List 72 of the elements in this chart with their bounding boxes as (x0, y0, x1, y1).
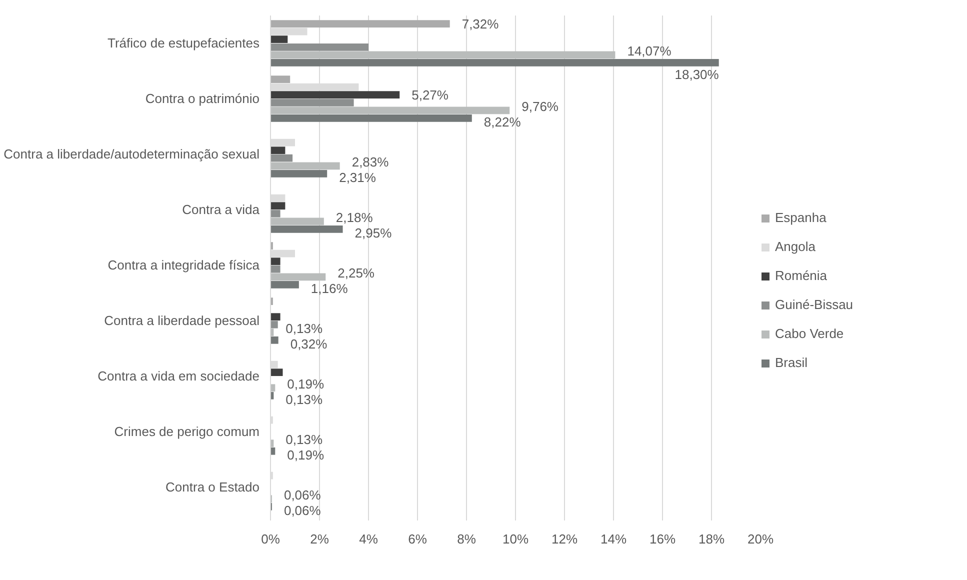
bar (270, 265, 280, 273)
y-tick-label: Contra a liberdade/autodeterminação sexual (4, 146, 260, 162)
data-label: 2,83% (352, 154, 390, 170)
data-label: 18,30% (674, 67, 720, 82)
data-label: 1,16% (310, 281, 348, 296)
data-label: 8,22% (484, 114, 522, 130)
bar (270, 313, 280, 321)
y-tick-label: Crimes de perigo comum (114, 424, 260, 440)
y-tick-label: Contra a vida em sociedade (98, 368, 260, 384)
x-tick-label: 4% (359, 532, 378, 546)
bar (270, 91, 400, 99)
data-label: 0,19% (287, 376, 324, 392)
bar (270, 51, 616, 59)
x-tick-label: 16% (649, 532, 676, 546)
legend-label: Roménia (775, 268, 828, 283)
data-label: 2,95% (354, 226, 392, 241)
data-label: 2,31% (339, 170, 376, 186)
legend-label: Cabo Verde (775, 326, 844, 341)
bar (270, 170, 328, 178)
y-tick-label: Contra o património (145, 91, 260, 106)
data-label: 7,32% (462, 16, 500, 32)
bar (270, 225, 343, 233)
bar (270, 162, 340, 170)
legend-label: Angola (775, 239, 816, 254)
x-tick-label: 20% (747, 532, 774, 546)
bar (270, 210, 280, 218)
y-tick-label: Contra o Estado (166, 480, 260, 495)
data-label: 5,27% (412, 87, 449, 102)
legend-label: Guiné-Bissau (775, 297, 854, 312)
data-label: 0,13% (286, 320, 323, 336)
legend-label: Brasil (775, 355, 808, 370)
bar (270, 154, 293, 162)
bar (270, 280, 299, 288)
y-tick-label: Contra a liberdade pessoal (104, 313, 260, 328)
x-tick-label: 14% (600, 532, 627, 546)
bar (270, 58, 719, 66)
data-label: 2,18% (336, 210, 374, 225)
legend-label: Espanha (775, 210, 826, 225)
bar (270, 114, 472, 122)
data-label: 0,32% (290, 336, 328, 352)
data-label: 2,25% (338, 265, 375, 280)
bar (270, 258, 280, 266)
data-label: 0,19% (287, 448, 324, 463)
data-label: 0,13% (286, 432, 323, 447)
bar (270, 368, 283, 376)
x-tick-label: 0% (261, 532, 280, 546)
bar (270, 98, 354, 106)
bar (270, 336, 278, 344)
x-tick-label: 12% (551, 532, 578, 546)
x-tick-label: 18% (698, 532, 725, 546)
bar (270, 36, 288, 44)
bar (270, 202, 286, 210)
data-label: 0,06% (284, 503, 322, 518)
bar (270, 218, 324, 226)
bar (270, 106, 510, 114)
data-label: 14,07% (627, 43, 672, 58)
y-tick-label: Contra a integridade física (108, 258, 260, 273)
bar (270, 273, 326, 281)
data-label: 9,76% (522, 98, 559, 114)
data-label: 0,13% (286, 392, 323, 408)
x-tick-label: 10% (502, 532, 529, 546)
bar (270, 146, 286, 154)
y-tick-label: Contra a vida (182, 202, 260, 218)
bar (270, 43, 368, 51)
y-tick-label: Tráfico de estupefacientes (108, 36, 260, 51)
x-tick-label: 2% (310, 532, 330, 546)
data-label: 0,06% (284, 487, 322, 502)
bar (270, 20, 450, 28)
bar (270, 320, 278, 328)
x-tick-label: 6% (408, 532, 428, 546)
bar (270, 76, 290, 84)
x-tick-label: 8% (457, 532, 476, 546)
